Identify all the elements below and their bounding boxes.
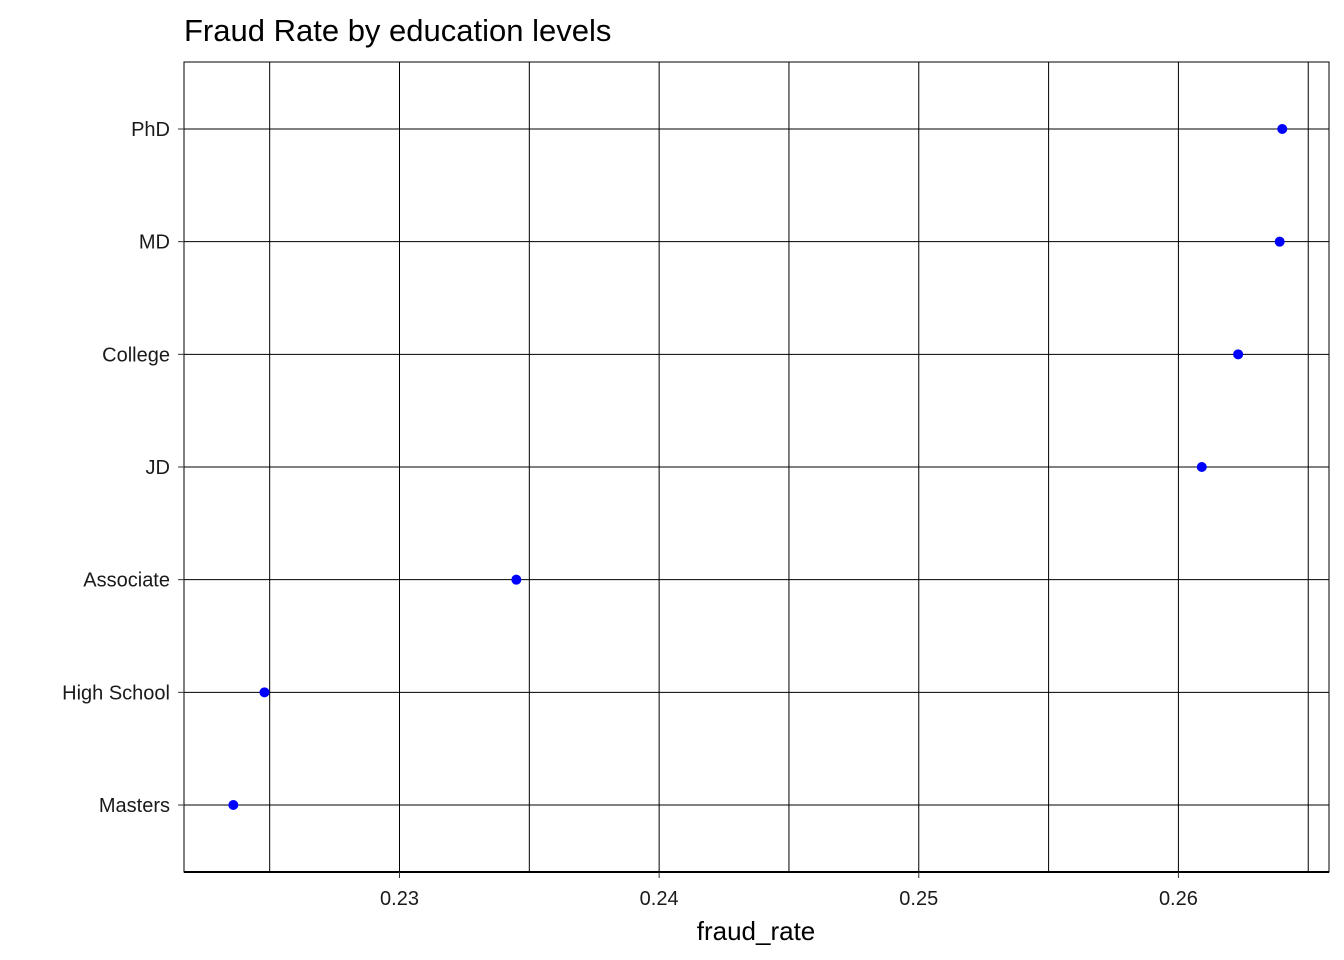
data-point: [228, 800, 239, 810]
y-tick-label: Associate: [83, 570, 170, 592]
x-axis-title: fraud_rate: [697, 916, 816, 946]
x-tick-label: 0.24: [640, 888, 679, 910]
y-tick-label: College: [102, 344, 170, 366]
chart-title: Fraud Rate by education levels: [184, 13, 611, 48]
grid-layer: [184, 62, 1329, 872]
y-ticks-layer: Masters High School Associate JD College MD Ph…: [62, 119, 184, 817]
x-tick-label: 0.23: [380, 888, 419, 910]
y-tick-label: MD: [139, 232, 170, 254]
x-ticks-layer: 0.23 0.24 0.25 0.26: [380, 872, 1198, 910]
y-tick-label: PhD: [131, 119, 170, 141]
data-point: [259, 687, 270, 698]
y-tick-label: JD: [146, 457, 170, 479]
data-point: [511, 574, 522, 585]
data-point: [1274, 236, 1285, 247]
x-tick-label: 0.25: [899, 888, 938, 910]
data-point: [1196, 462, 1207, 472]
y-tick-label: Masters: [99, 795, 170, 817]
y-tick-label: High School: [62, 682, 170, 704]
x-tick-label: 0.26: [1159, 888, 1198, 910]
data-point: [1233, 349, 1244, 360]
data-point: [1277, 124, 1288, 134]
points-layer: [228, 124, 1288, 810]
